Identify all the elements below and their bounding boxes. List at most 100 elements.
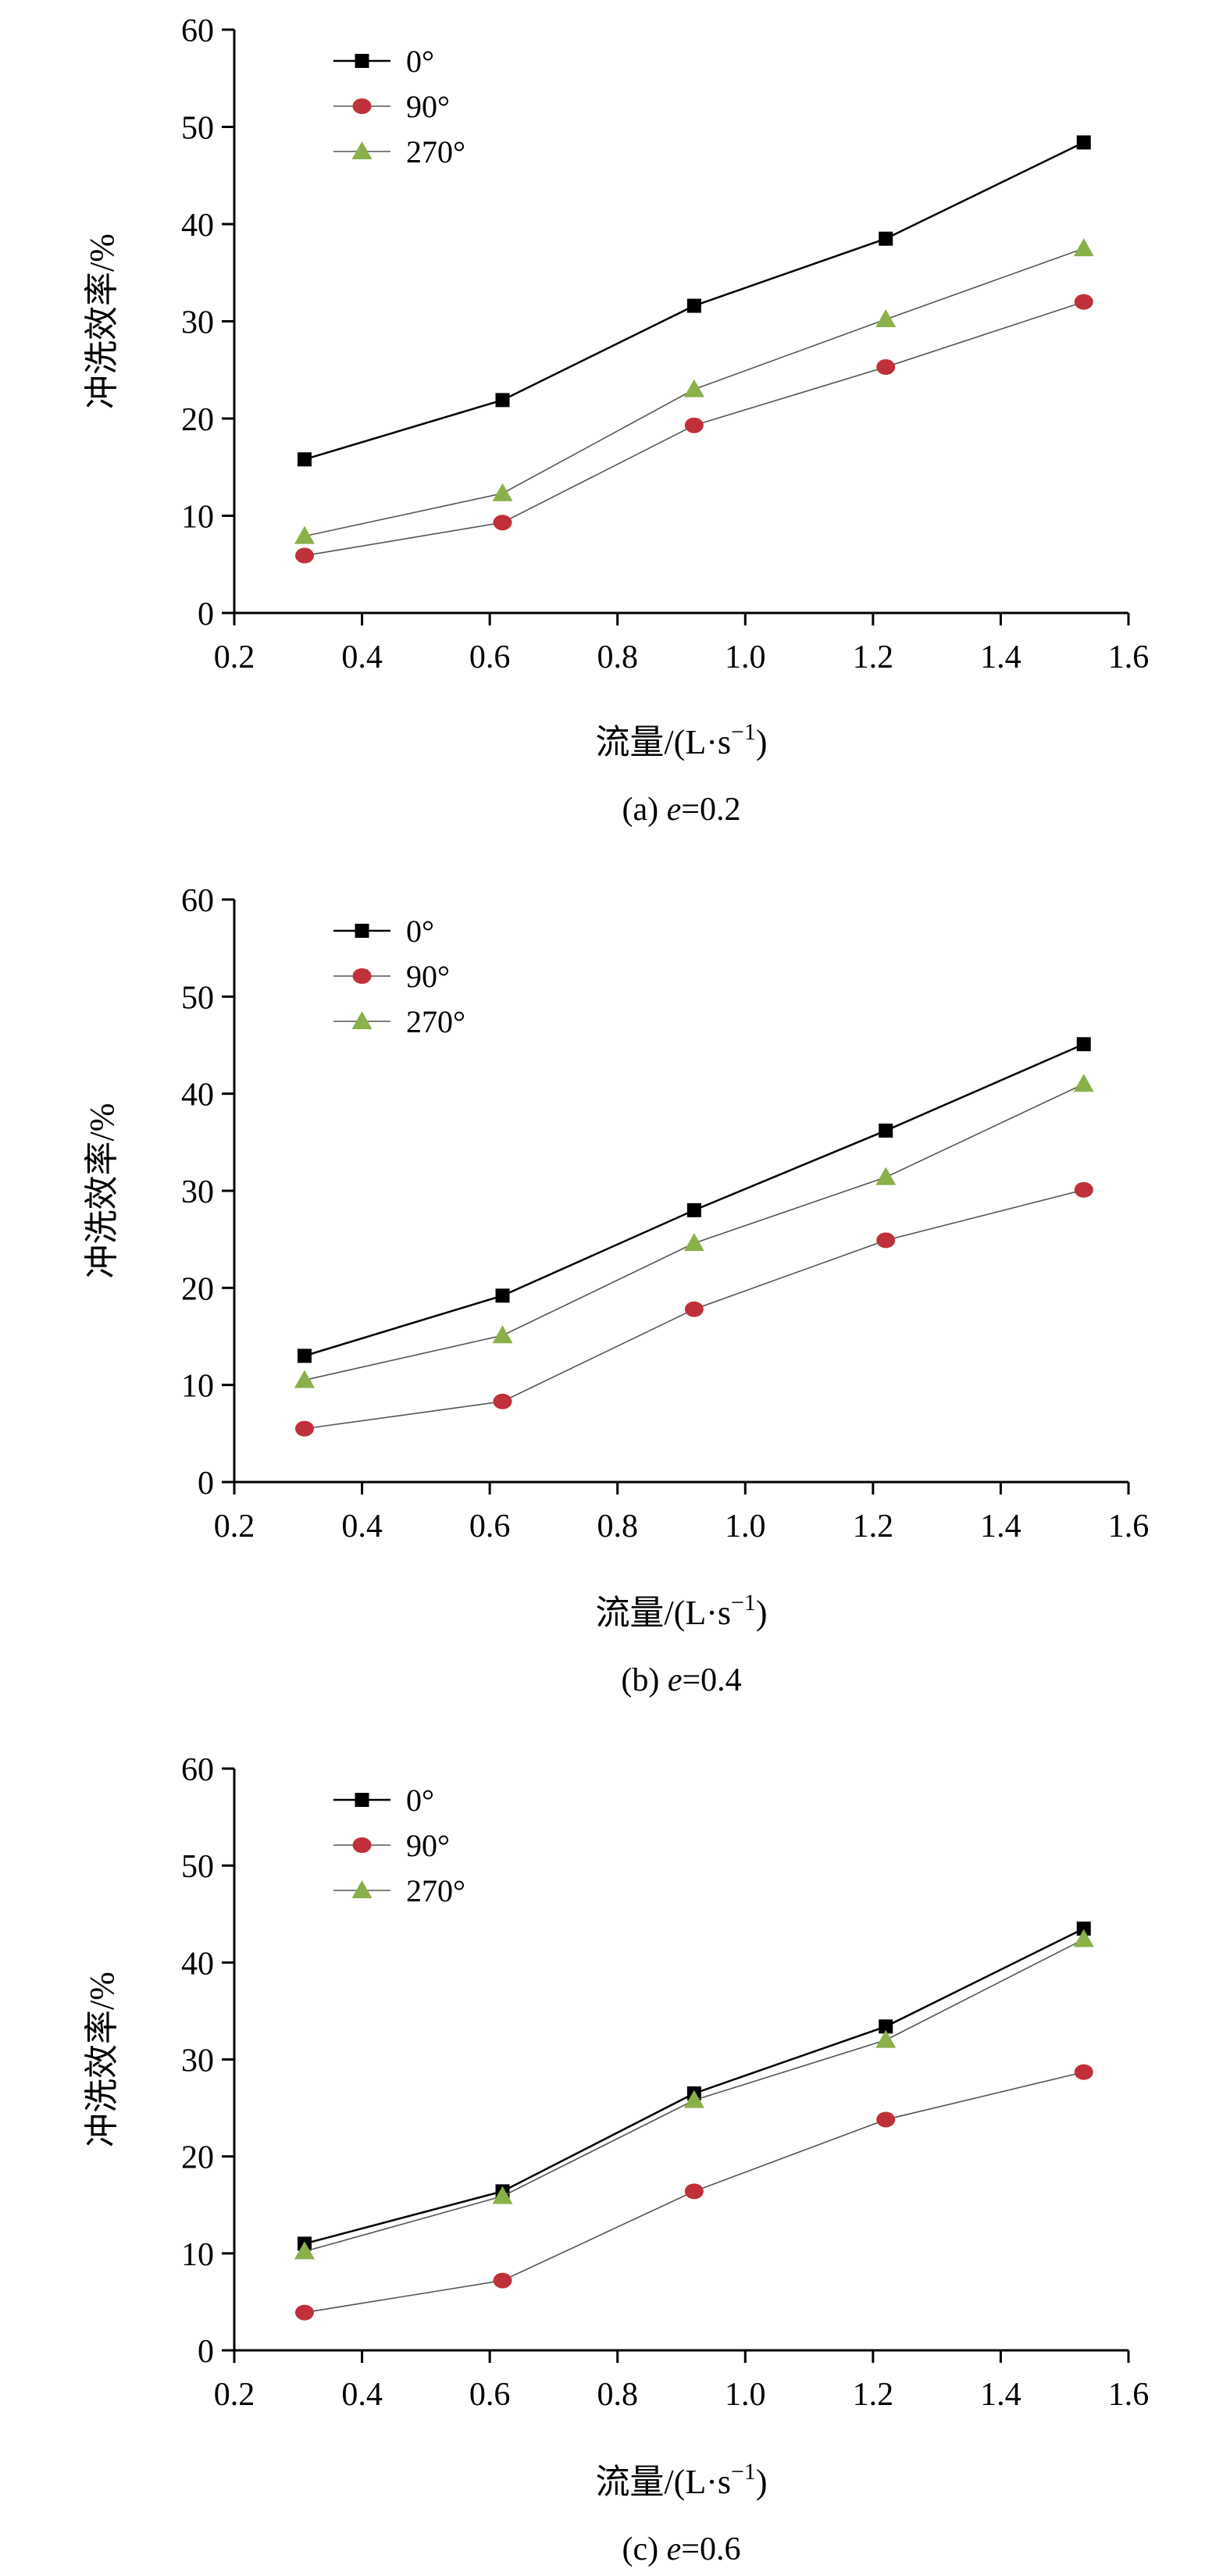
x-tick-label: 1.0 bbox=[725, 640, 766, 675]
x-tick-label: 1.6 bbox=[1108, 640, 1150, 675]
y-tick-label: 40 bbox=[181, 1946, 214, 1982]
y-axis-title: 冲洗效率/% bbox=[83, 1103, 121, 1279]
data-point bbox=[495, 393, 510, 408]
data-point bbox=[294, 547, 314, 564]
legend-marker bbox=[355, 924, 369, 938]
data-point bbox=[683, 2090, 704, 2108]
legend-marker bbox=[352, 1837, 372, 1853]
x-tick-label: 1.0 bbox=[725, 2377, 766, 2413]
y-tick-label: 0 bbox=[198, 597, 214, 632]
legend-marker bbox=[355, 1793, 369, 1807]
y-tick-label: 50 bbox=[181, 111, 214, 147]
data-point bbox=[876, 359, 896, 376]
x-tick-label: 0.2 bbox=[214, 1509, 255, 1545]
data-point bbox=[493, 1393, 512, 1409]
data-point bbox=[875, 1167, 897, 1185]
data-point bbox=[294, 2241, 315, 2260]
chart-panel-3: 0 10 20 30 40 50 60 0.2 0.4 0.6 0.8 1.0 1.2 1.4 1.6 冲洗效… bbox=[83, 1752, 1149, 2567]
series-1 bbox=[294, 294, 1093, 564]
y-axis-title: 冲洗效率/% bbox=[83, 1972, 121, 2147]
data-point bbox=[686, 1202, 701, 1217]
data-point bbox=[684, 1301, 704, 1317]
legend: 0° 90° 270° bbox=[333, 1783, 465, 1908]
legend-label: 0° bbox=[406, 914, 434, 949]
data-point bbox=[294, 526, 315, 544]
data-point bbox=[684, 417, 704, 433]
data-point bbox=[1073, 1929, 1094, 1947]
data-point bbox=[1074, 2064, 1093, 2080]
y-tick-label: 30 bbox=[181, 1174, 214, 1210]
x-tick-label: 1.6 bbox=[1108, 2377, 1150, 2413]
panel-caption: (b) e=0.4 bbox=[621, 1662, 741, 1698]
chart-panel-1: 0 10 20 30 40 50 60 0.2 0.4 0.6 0.8 1.0 1.2 1.4 1.6 冲洗效… bbox=[83, 13, 1149, 828]
x-tick-label: 1.4 bbox=[980, 1509, 1021, 1545]
y-tick-label: 20 bbox=[181, 402, 214, 438]
data-point bbox=[495, 1288, 510, 1303]
series-line bbox=[304, 1083, 1085, 1381]
x-tick-label: 0.4 bbox=[341, 640, 383, 675]
data-point bbox=[1074, 1181, 1093, 1198]
series-0 bbox=[297, 1921, 1091, 2251]
y-tick-label: 40 bbox=[181, 208, 214, 244]
x-tick-label: 1.4 bbox=[980, 640, 1021, 675]
x-tick-label: 0.8 bbox=[597, 2377, 638, 2413]
data-point bbox=[294, 1370, 315, 1388]
data-point bbox=[1073, 1074, 1094, 1092]
data-point bbox=[492, 483, 513, 501]
panel-caption: (c) e=0.6 bbox=[622, 2531, 741, 2567]
y-tick-label: 10 bbox=[181, 1369, 214, 1405]
legend-label: 270° bbox=[406, 134, 465, 169]
legend-label: 90° bbox=[406, 89, 450, 124]
data-point bbox=[1076, 1921, 1091, 1936]
x-tick-label: 0.6 bbox=[469, 2377, 511, 2413]
data-point bbox=[1076, 1037, 1091, 1052]
data-point bbox=[297, 452, 312, 467]
y-tick-label: 40 bbox=[181, 1078, 214, 1113]
legend: 0° 90° 270° bbox=[333, 44, 465, 169]
y-tick-label: 50 bbox=[181, 1849, 214, 1885]
series-2 bbox=[294, 1929, 1094, 2260]
y-tick-label: 20 bbox=[181, 1271, 214, 1307]
data-point bbox=[1074, 294, 1093, 310]
data-point bbox=[493, 515, 512, 531]
legend-label: 0° bbox=[406, 1783, 434, 1818]
y-tick-label: 30 bbox=[181, 2043, 214, 2079]
x-tick-label: 1.0 bbox=[725, 1509, 766, 1545]
legend-label: 90° bbox=[406, 959, 450, 994]
data-point bbox=[493, 2272, 512, 2289]
data-point bbox=[684, 2183, 704, 2200]
y-tick-label: 50 bbox=[181, 980, 214, 1016]
data-point bbox=[1076, 135, 1091, 150]
y-tick-label: 0 bbox=[198, 1466, 214, 1502]
series-2 bbox=[294, 238, 1094, 544]
x-tick-label: 1.4 bbox=[980, 2377, 1021, 2413]
data-point bbox=[1073, 238, 1094, 257]
data-point bbox=[876, 2111, 896, 2128]
data-point bbox=[683, 379, 704, 397]
x-axis-title: 流量/(L·s−1) bbox=[595, 1590, 767, 1632]
data-point bbox=[876, 1232, 896, 1249]
legend-marker bbox=[352, 968, 372, 984]
data-point bbox=[875, 2029, 897, 2048]
series-1 bbox=[294, 2064, 1093, 2321]
x-axis-title: 流量/(L·s−1) bbox=[595, 719, 767, 761]
legend-marker bbox=[351, 1880, 373, 1898]
data-point bbox=[683, 1233, 704, 1252]
y-tick-label: 10 bbox=[181, 500, 214, 536]
x-tick-label: 0.2 bbox=[214, 2377, 255, 2413]
series-2 bbox=[294, 1074, 1094, 1388]
legend-label: 270° bbox=[406, 1873, 465, 1908]
series-1 bbox=[294, 1181, 1093, 1437]
x-tick-label: 1.2 bbox=[853, 640, 894, 675]
x-tick-label: 1.6 bbox=[1108, 1509, 1150, 1545]
legend-label: 90° bbox=[406, 1828, 450, 1863]
series-0 bbox=[297, 1037, 1091, 1363]
data-point bbox=[879, 2019, 893, 2034]
x-tick-label: 0.6 bbox=[469, 1509, 511, 1545]
x-tick-label: 0.2 bbox=[214, 640, 255, 675]
legend: 0° 90° 270° bbox=[333, 914, 465, 1039]
y-axis-title: 冲洗效率/% bbox=[83, 233, 121, 409]
data-point bbox=[875, 309, 897, 328]
series-0 bbox=[297, 135, 1091, 467]
